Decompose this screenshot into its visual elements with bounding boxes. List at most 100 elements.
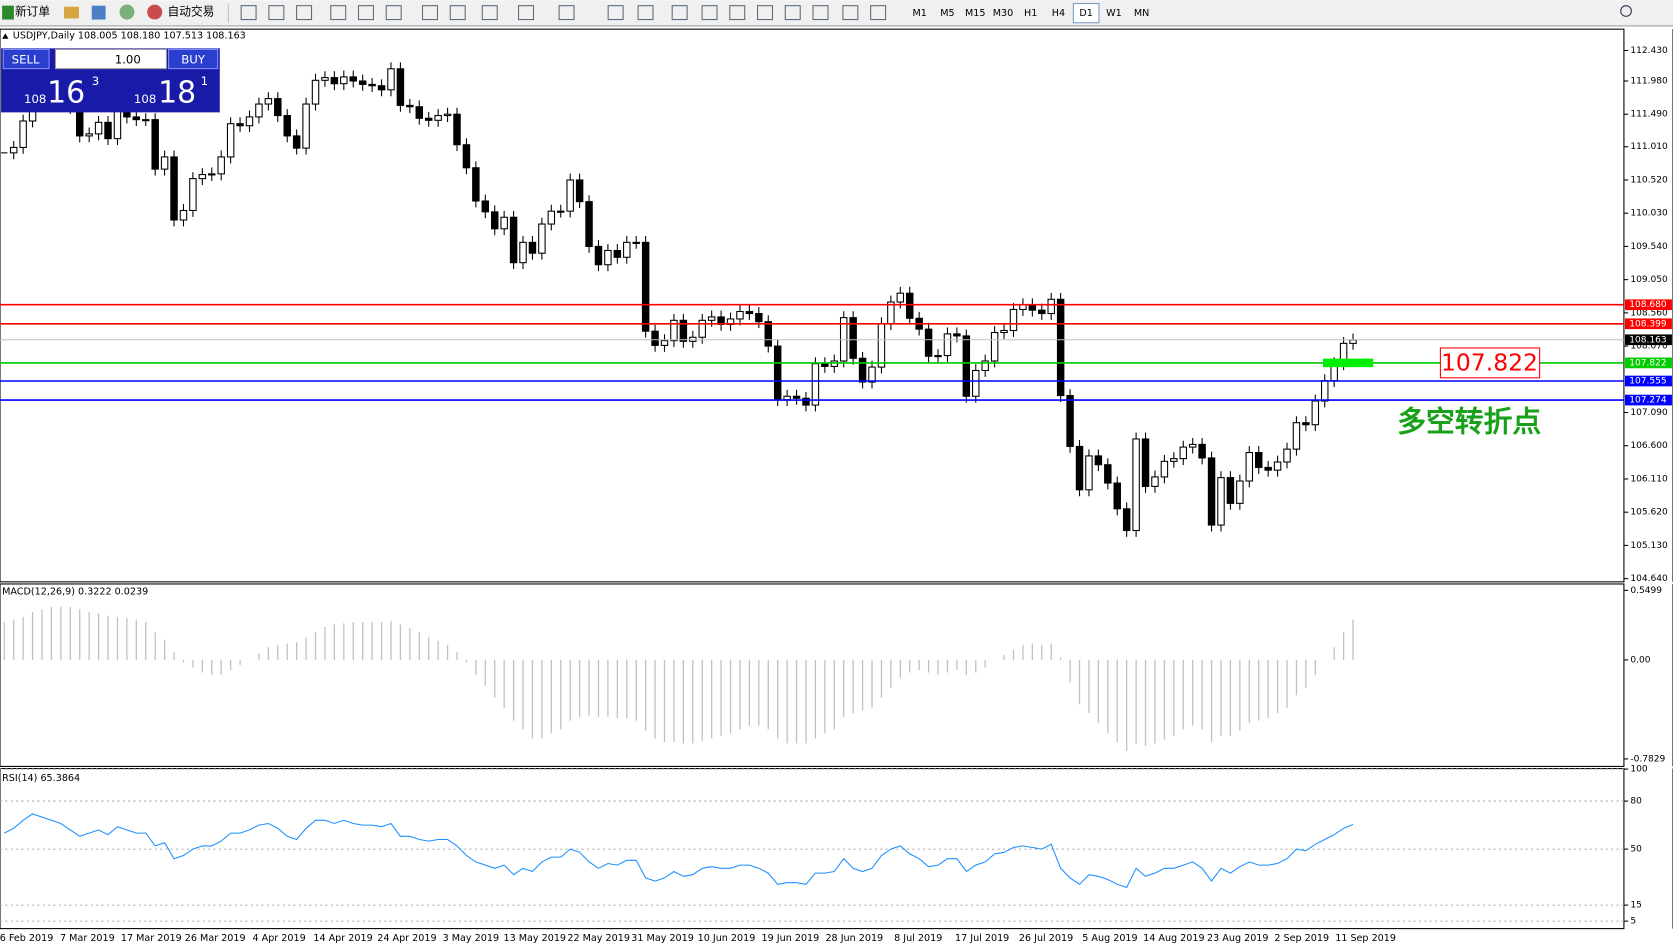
timeframe-button[interactable]: H4 — [1052, 8, 1065, 19]
candle — [142, 119, 150, 122]
buy-label[interactable]: BUY — [181, 53, 206, 67]
candle — [481, 200, 490, 213]
current-price-label: 108.163 — [1629, 335, 1667, 345]
candle — [1302, 422, 1310, 426]
candle — [792, 395, 801, 399]
tool-icon[interactable] — [421, 5, 438, 21]
candle — [877, 323, 886, 368]
candle — [1273, 461, 1282, 471]
tool-icon[interactable] — [812, 5, 829, 21]
rsi-line — [4, 813, 1354, 889]
y-tick-label: 0.5499 — [1630, 586, 1662, 596]
y-tick-label: 110.030 — [1630, 209, 1668, 219]
tool-icon[interactable] — [449, 5, 466, 21]
x-tick-label: 14 Apr 2019 — [313, 933, 372, 944]
annotation-box — [1439, 347, 1541, 379]
candle — [236, 123, 244, 127]
level-tag — [1624, 357, 1672, 369]
new-order-button[interactable]: 新订单 — [15, 5, 50, 19]
sell-label[interactable]: SELL — [12, 53, 40, 67]
candle — [500, 216, 508, 230]
timeframe-button[interactable]: D1 — [1079, 8, 1093, 19]
lots-input[interactable] — [54, 48, 167, 70]
candle — [632, 241, 640, 244]
candle — [245, 116, 254, 127]
candle — [773, 345, 782, 401]
tool-icon[interactable] — [518, 5, 535, 21]
icon[interactable] — [91, 5, 106, 20]
candle — [1160, 460, 1169, 478]
y-tick-label: 105.620 — [1630, 508, 1668, 518]
timeframe-button[interactable]: M5 — [940, 8, 954, 19]
x-tick-label: 26 Jul 2019 — [1019, 933, 1073, 944]
tool-icon[interactable] — [607, 5, 624, 21]
buy-button[interactable] — [168, 48, 219, 70]
tool-icon[interactable] — [671, 5, 688, 21]
candle — [1151, 476, 1159, 487]
sell-button[interactable] — [2, 48, 50, 70]
tool-icon[interactable] — [558, 5, 575, 21]
search-icon[interactable] — [1620, 5, 1632, 17]
candle — [924, 328, 933, 357]
candle — [575, 179, 584, 203]
timeframe-button[interactable]: M15 — [965, 8, 985, 19]
tool-icon[interactable] — [296, 5, 313, 21]
candle — [1113, 482, 1121, 510]
candle — [1292, 422, 1301, 450]
tool-icon[interactable] — [842, 5, 859, 21]
timeframe-button[interactable]: M30 — [993, 8, 1014, 19]
y-tick-label: 100 — [1630, 765, 1648, 775]
candle — [264, 98, 273, 105]
candle — [1349, 339, 1357, 344]
candle — [1207, 457, 1216, 526]
y-tick-label: 105.130 — [1630, 541, 1668, 551]
tool-icon[interactable] — [385, 5, 402, 21]
candle — [981, 360, 989, 372]
candle — [858, 357, 867, 383]
candle — [490, 211, 499, 230]
tool-icon[interactable] — [701, 5, 718, 21]
tool-icon[interactable] — [481, 5, 498, 21]
candle — [764, 321, 772, 347]
candle — [1104, 464, 1112, 484]
tool-icon[interactable] — [637, 5, 654, 21]
candle — [1245, 451, 1254, 482]
timeframe-button[interactable]: MN — [1134, 8, 1149, 19]
tool-icon[interactable] — [240, 5, 257, 21]
new-order-icon[interactable] — [2, 5, 14, 20]
timeframe-active — [1072, 3, 1100, 24]
candle — [1198, 443, 1206, 459]
tool-icon[interactable] — [357, 5, 374, 21]
tool-icon[interactable] — [729, 5, 746, 21]
auto-trade-button[interactable]: 自动交易 — [168, 5, 215, 19]
timeframe-button[interactable]: H1 — [1024, 8, 1037, 19]
candle — [962, 335, 971, 397]
tool-icon[interactable] — [784, 5, 801, 21]
candle — [189, 178, 197, 212]
toolbar-bg — [0, 0, 1673, 26]
tool-icon[interactable] — [870, 5, 887, 21]
candle — [160, 156, 169, 170]
candle — [868, 366, 876, 383]
candle — [349, 76, 357, 82]
candle — [283, 115, 291, 137]
timeframe-button[interactable]: M1 — [913, 8, 927, 19]
icon[interactable] — [64, 6, 79, 19]
x-tick-label: 31 May 2019 — [631, 933, 694, 944]
auto-trade-icon[interactable] — [147, 4, 163, 20]
y-tick-label: 111.010 — [1630, 142, 1668, 152]
level-label: 107.274 — [1629, 396, 1667, 406]
timeframe-button[interactable]: W1 — [1106, 8, 1122, 19]
candle — [1283, 448, 1291, 463]
tool-icon[interactable] — [330, 5, 347, 21]
icon[interactable] — [119, 4, 135, 20]
y-tick-label: 80 — [1630, 797, 1642, 807]
tool-icon[interactable] — [268, 5, 285, 21]
tool-icon[interactable] — [757, 5, 774, 21]
y-tick-label: 106.110 — [1630, 474, 1668, 484]
lots-value[interactable]: 1.00 — [115, 53, 141, 67]
panel-arrow — [2, 33, 9, 39]
x-tick-label: 28 Jun 2019 — [825, 933, 883, 944]
candle — [1056, 298, 1065, 397]
